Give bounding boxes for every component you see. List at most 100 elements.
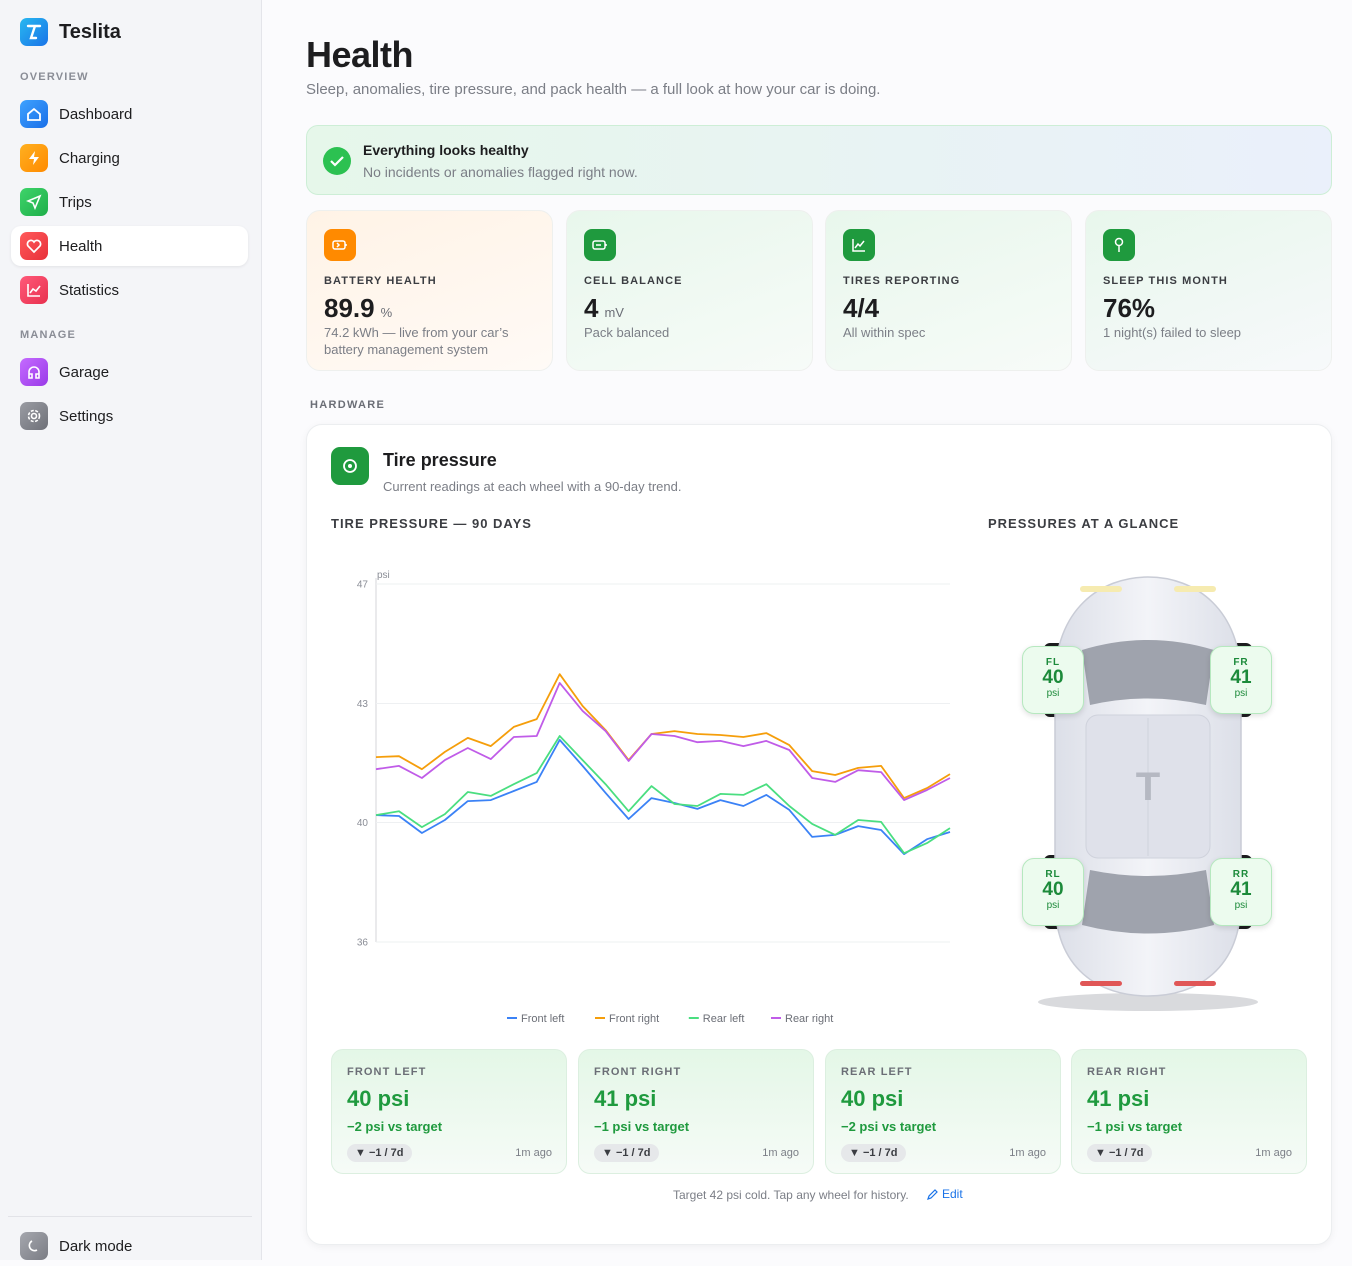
wheel-card[interactable]: REAR LEFT 40 psi −2 psi vs target ▼ −1 / 7d…: [825, 1049, 1061, 1174]
footnote: Target 42 psi cold. Tap any wheel for hi…: [673, 1188, 909, 1202]
badge-value[interactable]: 41: [1230, 879, 1252, 900]
chart-title: TIRE PRESSURE — 90 DAYS: [331, 516, 532, 531]
stat-card: CELL BALANCE 4 mV Pack balanced: [566, 210, 813, 371]
nav-item[interactable]: Trips: [11, 182, 248, 222]
stat-card: TIRES REPORTING 4/4 All within spec: [825, 210, 1072, 371]
nav-label[interactable]: Garage: [59, 363, 110, 381]
wheel-name: REAR RIGHT: [1087, 1066, 1167, 1078]
stat-unit: %: [380, 305, 393, 320]
stat-value: 4: [584, 293, 599, 323]
brand: Teslita: [59, 21, 121, 43]
car-shadow: [1038, 993, 1258, 1011]
wheel-badge[interactable]: RR 41 psi: [1210, 858, 1272, 926]
wheel-updated: 1m ago: [515, 1147, 552, 1159]
wheel-name: REAR LEFT: [841, 1066, 913, 1078]
page-subtitle: Sleep, anomalies, tire pressure, and pac…: [306, 81, 881, 98]
car-diagram: T: [1038, 576, 1258, 1011]
status-banner: Everything looks healthy No incidents or…: [306, 125, 1332, 195]
badge-pos[interactable]: FR: [1233, 657, 1249, 668]
wheel-trend: ▼ −1 / 7d: [594, 1144, 659, 1162]
wheel-trend: ▼ −1 / 7d: [841, 1144, 906, 1162]
nav-label[interactable]: Dark mode: [59, 1237, 133, 1255]
stat-note: 1 night(s) failed to sleep: [1103, 325, 1242, 340]
legend-label: Front left: [521, 1013, 564, 1025]
badge-unit[interactable]: psi: [1046, 688, 1060, 699]
nav-item[interactable]: Settings: [11, 396, 248, 436]
headlight: [1174, 586, 1216, 592]
nav-label[interactable]: Charging: [59, 149, 120, 167]
wheel-updated: 1m ago: [1009, 1147, 1046, 1159]
y-tick-label: 40: [357, 818, 369, 829]
dark-mode-toggle[interactable]: Dark mode: [11, 1226, 248, 1266]
nav-item-active[interactable]: Health: [11, 226, 248, 266]
nav-label[interactable]: Trips: [59, 193, 92, 211]
edit-link[interactable]: Edit: [927, 1187, 963, 1201]
edit-label[interactable]: Edit: [942, 1187, 963, 1201]
stat-note: All within spec: [843, 325, 926, 340]
stat-note: Pack balanced: [584, 325, 670, 340]
stat-card: BATTERY HEALTH 89.9% 74.2 kWh — live fro…: [306, 210, 553, 371]
wheel-trend: ▼ −1 / 7d: [347, 1144, 412, 1162]
nav-item[interactable]: Dashboard: [11, 94, 248, 134]
brand-icon: [20, 18, 48, 46]
stat-label: CELL BALANCE: [584, 275, 683, 287]
wheel-name: FRONT RIGHT: [594, 1066, 682, 1078]
y-tick-label: 47: [357, 580, 369, 591]
nav-label[interactable]: Health: [59, 237, 103, 255]
stat-value: 4/4: [843, 293, 880, 323]
nav-item[interactable]: Statistics: [11, 270, 248, 310]
taillight: [1174, 981, 1216, 986]
wheel-delta: −1 psi vs target: [594, 1119, 690, 1134]
legend-label: Front right: [609, 1013, 659, 1025]
section-label: HARDWARE: [310, 399, 386, 411]
wheel-badge[interactable]: FR 41 psi: [1210, 646, 1272, 714]
wheel-badge[interactable]: FL 40 psi: [1022, 646, 1084, 714]
badge-pos[interactable]: RR: [1232, 869, 1250, 880]
badge-unit[interactable]: psi: [1234, 900, 1248, 911]
series-line: [375, 735, 951, 855]
status-text: No incidents or anomalies flagged right …: [363, 164, 638, 180]
y-tick-label: 36: [357, 938, 369, 949]
rear-window: [1082, 870, 1214, 934]
wheel-value: 41 psi: [594, 1086, 657, 1111]
windshield: [1082, 640, 1214, 705]
section-title: OVERVIEW: [20, 71, 89, 83]
chart: psi 36 40 43 47 Front left Front right Rear le…: [357, 570, 951, 1025]
nav-item[interactable]: Charging: [11, 138, 248, 178]
wheel-card[interactable]: FRONT RIGHT 41 psi −1 psi vs target ▼ −1 / …: [578, 1049, 814, 1174]
wheel-updated: 1m ago: [762, 1147, 799, 1159]
nav-label[interactable]: Statistics: [59, 281, 120, 299]
stat-unit: mV: [604, 305, 624, 320]
car-logo: T: [1136, 765, 1160, 809]
nav-item[interactable]: Garage: [11, 352, 248, 392]
y-axis-label: psi: [377, 570, 390, 581]
badge-pos[interactable]: RL: [1045, 869, 1061, 880]
series-line: [375, 739, 951, 855]
wheel-badge[interactable]: RL 40 psi: [1022, 858, 1084, 926]
nav-label[interactable]: Settings: [59, 407, 114, 425]
wheel-card[interactable]: FRONT LEFT 40 psi −2 psi vs target ▼ −1 / 7…: [331, 1049, 567, 1174]
wheel-name: FRONT LEFT: [347, 1066, 427, 1078]
tire-title: Tire pressure: [383, 450, 497, 470]
badge-value[interactable]: 40: [1042, 667, 1064, 688]
badge-unit[interactable]: psi: [1046, 900, 1060, 911]
status-icon: [323, 147, 351, 175]
stat-value: 89.9: [324, 293, 375, 323]
wheel-trend: ▼ −1 / 7d: [1087, 1144, 1152, 1162]
stat-note: 74.2 kWh — live from your car’s battery …: [324, 325, 509, 357]
wheel-card[interactable]: REAR RIGHT 41 psi −1 psi vs target ▼ −1 / 7…: [1071, 1049, 1307, 1174]
headlight: [1080, 586, 1122, 592]
legend-label: Rear right: [785, 1013, 833, 1025]
wheel-delta: −1 psi vs target: [1087, 1119, 1183, 1134]
badge-value[interactable]: 41: [1230, 667, 1252, 688]
wheel-updated: 1m ago: [1255, 1147, 1292, 1159]
wheel-delta: −2 psi vs target: [841, 1119, 937, 1134]
badge-pos[interactable]: FL: [1045, 657, 1061, 668]
stat-label: SLEEP THIS MONTH: [1103, 275, 1228, 287]
badge-value[interactable]: 40: [1042, 879, 1064, 900]
divider: [8, 1216, 252, 1217]
wheel-value: 40 psi: [347, 1086, 410, 1111]
nav-label[interactable]: Dashboard: [59, 105, 133, 123]
series-line: [375, 682, 951, 801]
badge-unit[interactable]: psi: [1234, 688, 1248, 699]
